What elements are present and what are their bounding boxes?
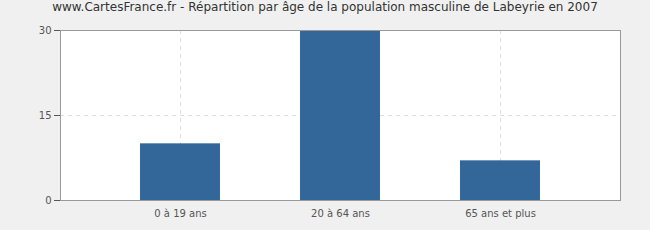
- svg-text:20 à 64 ans: 20 à 64 ans: [311, 208, 370, 219]
- svg-text:15: 15: [39, 110, 52, 121]
- svg-text:65 ans et plus: 65 ans et plus: [465, 208, 536, 219]
- svg-text:30: 30: [39, 25, 52, 36]
- html-text:www.CartesFrance.fr - Répartit: www.CartesFrance.fr - Répartition par âg…: [52, 0, 598, 14]
- svg-text:0: 0: [45, 195, 51, 206]
- svg-text:0 à 19 ans: 0 à 19 ans: [154, 208, 206, 219]
